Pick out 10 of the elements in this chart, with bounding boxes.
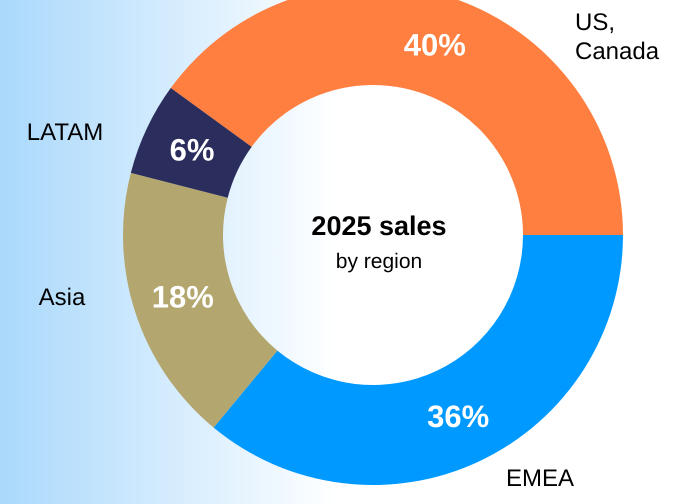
text: 2025 sales — [311, 211, 447, 241]
data-label: 36% — [427, 398, 490, 434]
slice-label: EMEA — [506, 465, 574, 492]
data-label: 40% — [404, 28, 466, 63]
slice-label: US, Canada — [575, 9, 660, 65]
text: by region — [336, 250, 422, 273]
data-label: 6% — [170, 132, 214, 168]
slice-label: Asia — [38, 284, 86, 311]
slice-label: LATAM — [26, 119, 104, 146]
data-label: 18% — [152, 280, 214, 315]
